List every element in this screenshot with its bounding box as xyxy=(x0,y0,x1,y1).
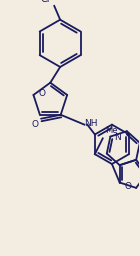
Text: O: O xyxy=(31,120,38,129)
Text: NH: NH xyxy=(85,119,98,128)
Text: O: O xyxy=(125,183,132,191)
Text: O: O xyxy=(39,89,46,99)
Text: Me: Me xyxy=(105,126,117,135)
Text: N: N xyxy=(114,133,121,142)
Text: Cl: Cl xyxy=(41,0,50,4)
